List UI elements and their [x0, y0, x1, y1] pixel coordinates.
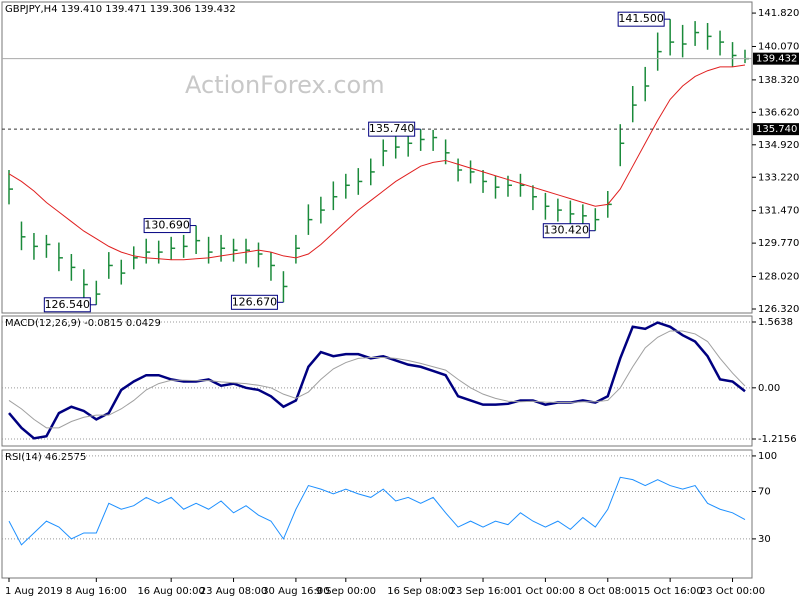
annotation-label: 130.420	[544, 224, 590, 237]
annotation-box	[542, 223, 590, 239]
rsi-pane-border	[1, 449, 753, 579]
x-tick-label: 16 Sep 08:00	[387, 586, 454, 597]
y-tick-label: 136.620	[758, 107, 799, 118]
y-tick-label: 133.220	[758, 172, 799, 183]
y-tick-label: 131.470	[758, 206, 799, 217]
y-tick-label: 126.320	[758, 304, 799, 315]
x-tick-label: 15 Oct 16:00	[638, 586, 703, 597]
annotation-label: 126.540	[45, 298, 91, 311]
price-line-box	[753, 123, 799, 136]
y-tick-label: 1.5638	[758, 317, 793, 328]
watermark: ActionForex.com	[185, 71, 385, 99]
y-tick-label: 70	[758, 486, 771, 497]
x-tick-label: 30 Aug 16:00	[262, 586, 329, 597]
macd-title: MACD(12,26,9) -0.0815 0.0429	[5, 318, 161, 329]
annotation-box	[617, 11, 665, 27]
x-tick-label: 1 Oct 00:00	[516, 586, 575, 597]
annotation-label: 130.690	[144, 219, 190, 232]
x-tick-label: 8 Aug 16:00	[66, 586, 127, 597]
y-tick-label: 0.00	[758, 383, 780, 394]
moving-average	[8, 64, 746, 261]
rsi-title: RSI(14) 46.2575	[5, 452, 86, 463]
price-line-label: 139.432	[756, 54, 797, 65]
y-tick-label: 129.770	[758, 238, 799, 249]
y-tick-label: -1.2156	[758, 434, 797, 445]
macd-pane-border	[1, 315, 753, 447]
price-title: GBPJPY,H4 139.410 139.471 139.306 139.43…	[5, 4, 236, 15]
price-line-box	[753, 52, 799, 65]
annotation-box	[43, 297, 91, 313]
annotation-box	[230, 294, 278, 310]
price-pane-border	[1, 1, 753, 314]
y-tick-label: 30	[758, 534, 771, 545]
y-tick-label: 138.320	[758, 75, 799, 86]
x-tick-label: 23 Aug 08:00	[200, 586, 267, 597]
y-tick-label: 140.070	[758, 41, 799, 52]
y-tick-label: 128.020	[758, 272, 799, 283]
annotation-label: 135.740	[369, 122, 415, 135]
x-tick-label: 9 Sep 00:00	[316, 586, 376, 597]
x-tick-label: 1 Aug 2019	[5, 586, 63, 597]
price-line-label: 135.740	[756, 124, 797, 135]
annotation-box	[143, 218, 191, 234]
annotation-label: 141.500	[618, 12, 664, 25]
y-tick-label: 141.820	[758, 8, 799, 19]
indicator-line	[8, 476, 746, 546]
annotation-box	[368, 121, 416, 137]
y-tick-label: 134.920	[758, 140, 799, 151]
x-tick-label: 23 Oct 00:00	[700, 586, 765, 597]
x-tick-label: 8 Oct 08:00	[578, 586, 637, 597]
indicator-line	[8, 330, 746, 429]
x-tick-label: 16 Aug 00:00	[137, 586, 204, 597]
annotation-label: 126.670	[232, 295, 278, 308]
y-tick-label: 100	[758, 451, 777, 462]
x-tick-label: 23 Sep 16:00	[450, 586, 517, 597]
